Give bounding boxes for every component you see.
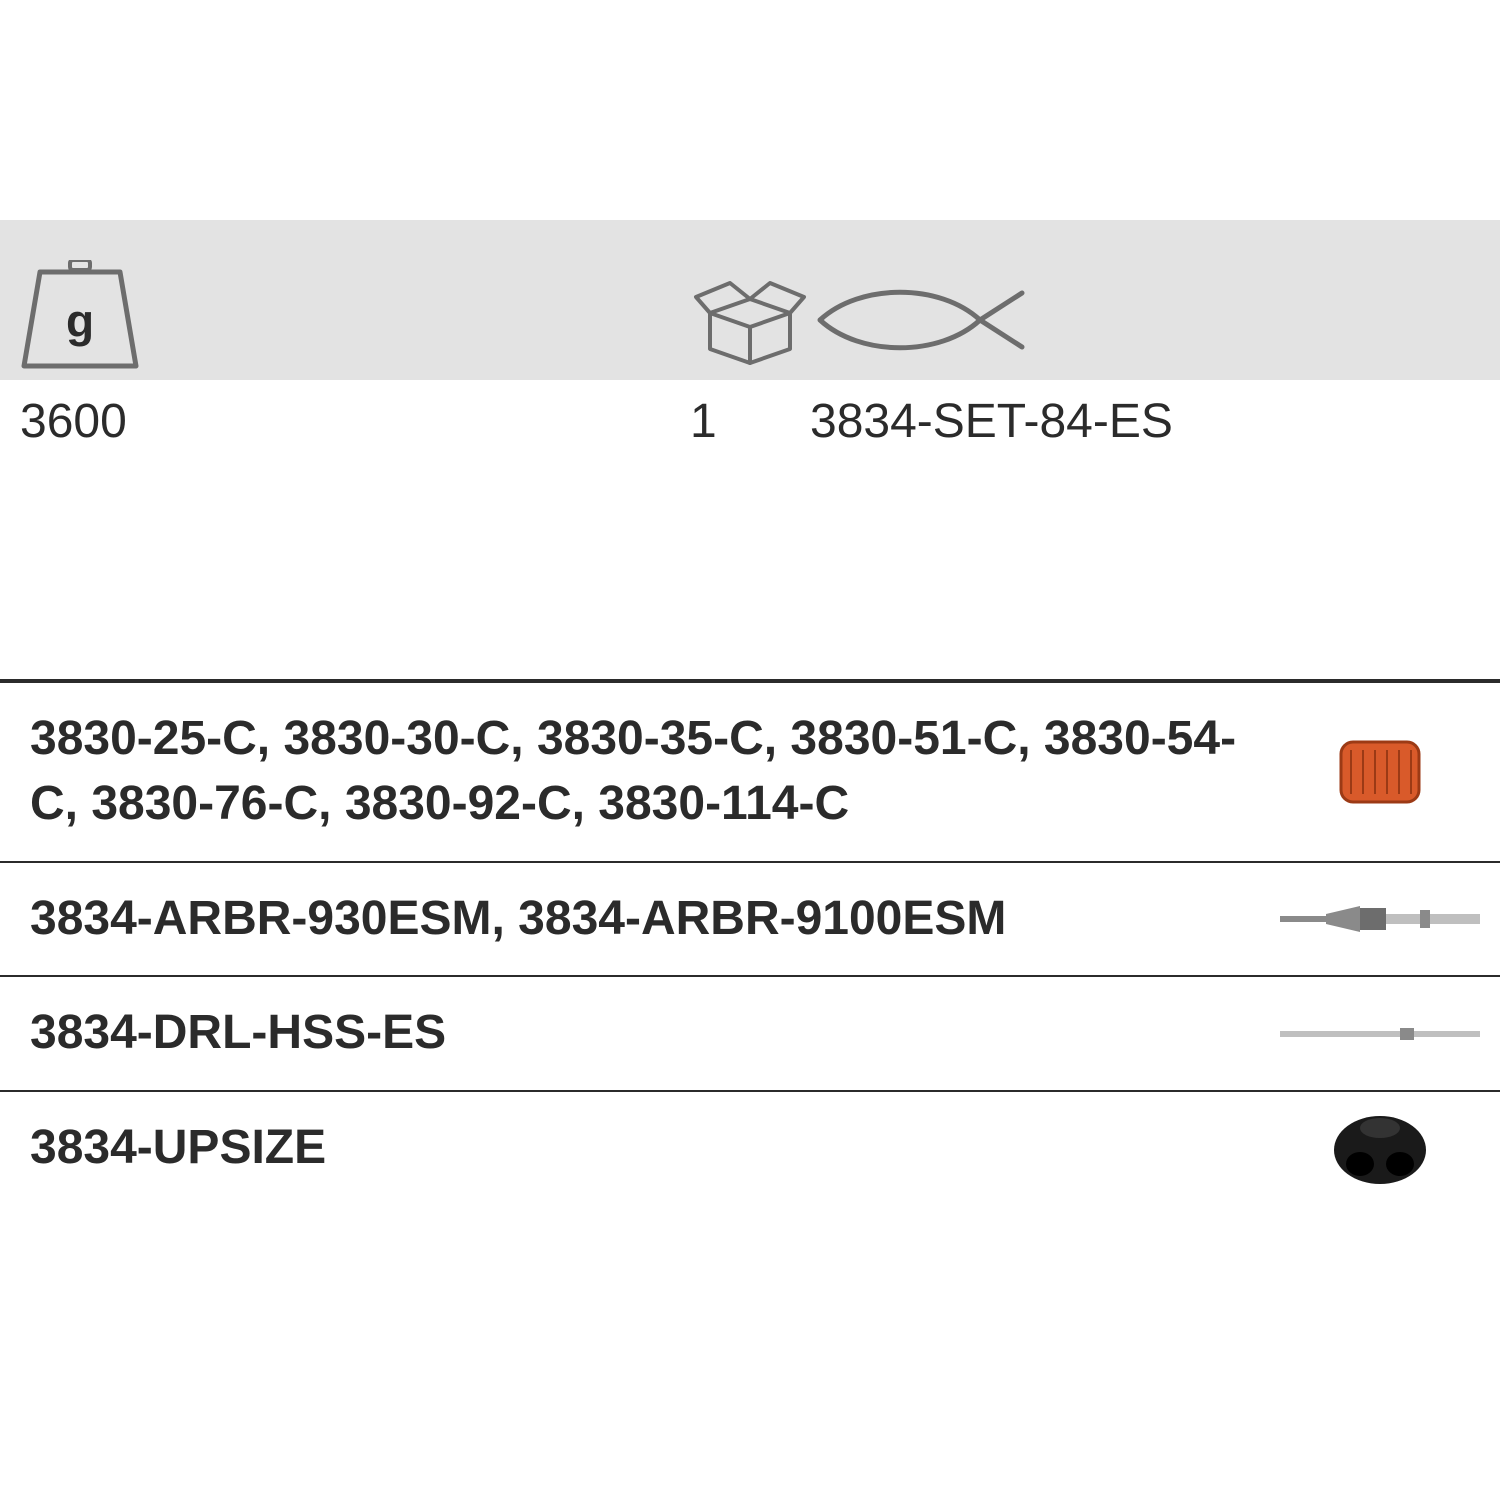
- col-weight-header: g: [20, 260, 690, 370]
- weight-value: 3600: [20, 394, 690, 449]
- content-row: 3834-ARBR-930ESM, 3834-ARBR-9100ESM: [0, 861, 1500, 976]
- spec-data-row: 3600 1 3834-SET-84-ES: [0, 380, 1500, 449]
- weight-unit-label: g: [20, 294, 140, 348]
- holesaw-icon: [1280, 724, 1500, 820]
- upsize-icon: [1280, 1096, 1500, 1202]
- drill-icon: [1280, 1006, 1500, 1062]
- col-qty-header: [690, 275, 810, 370]
- pack-qty: 1: [690, 394, 810, 449]
- spec-header-row: g: [0, 220, 1500, 380]
- contents-list: 3830-25-C, 3830-30-C, 3830-35-C, 3830-51…: [0, 679, 1500, 1205]
- content-text: 3830-25-C, 3830-30-C, 3830-35-C, 3830-51…: [0, 683, 1280, 861]
- content-row: 3830-25-C, 3830-30-C, 3830-35-C, 3830-51…: [0, 679, 1500, 861]
- content-text: 3834-UPSIZE: [0, 1092, 1280, 1205]
- content-row: 3834-UPSIZE: [0, 1090, 1500, 1205]
- arbor-icon: [1280, 886, 1500, 952]
- reference: 3834-SET-84-ES: [810, 394, 1480, 449]
- content-text: 3834-ARBR-930ESM, 3834-ARBR-9100ESM: [0, 863, 1280, 976]
- content-row: 3834-DRL-HSS-ES: [0, 975, 1500, 1090]
- spec-table: g: [0, 220, 1500, 449]
- catalog-fragment: g: [0, 0, 1500, 1500]
- weight-icon: g: [20, 260, 140, 370]
- col-ref-header: [810, 275, 1480, 370]
- box-icon: [690, 275, 810, 370]
- content-text: 3834-DRL-HSS-ES: [0, 977, 1280, 1090]
- fish-icon: [810, 275, 1030, 370]
